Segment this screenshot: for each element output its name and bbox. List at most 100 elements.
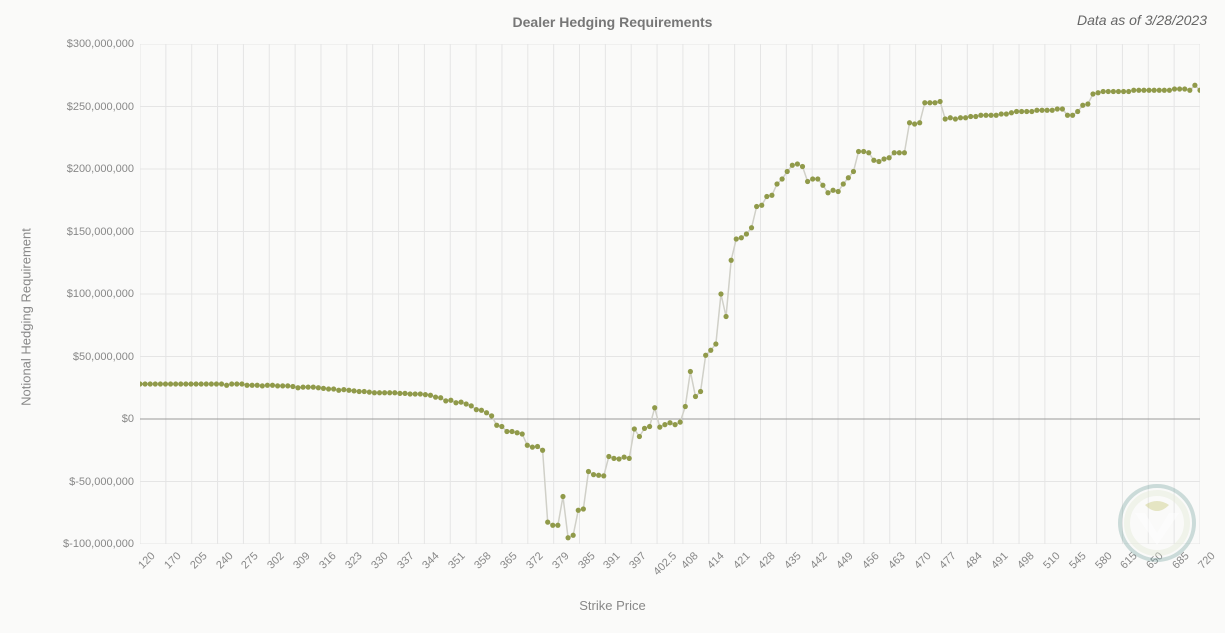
data-point bbox=[413, 391, 418, 396]
data-point bbox=[571, 533, 576, 538]
data-point bbox=[316, 385, 321, 390]
data-point bbox=[1187, 88, 1192, 93]
gridlines bbox=[140, 44, 1200, 544]
y-tick-label: $-50,000,000 bbox=[69, 476, 134, 488]
data-point bbox=[815, 176, 820, 181]
data-point bbox=[489, 413, 494, 418]
data-point bbox=[550, 523, 555, 528]
data-point bbox=[596, 473, 601, 478]
data-point bbox=[1141, 88, 1146, 93]
x-tick-label: 580 bbox=[1093, 550, 1114, 571]
data-point bbox=[825, 190, 830, 195]
data-point bbox=[785, 169, 790, 174]
x-tick-label: 309 bbox=[291, 550, 312, 571]
data-point bbox=[351, 388, 356, 393]
x-tick-label: 498 bbox=[1015, 550, 1036, 571]
data-point bbox=[357, 389, 362, 394]
data-point bbox=[372, 390, 377, 395]
data-point bbox=[448, 398, 453, 403]
data-point bbox=[142, 381, 147, 386]
data-point bbox=[214, 381, 219, 386]
data-point bbox=[958, 115, 963, 120]
data-point bbox=[642, 426, 647, 431]
data-point bbox=[917, 120, 922, 125]
data-points bbox=[140, 83, 1200, 541]
data-point bbox=[204, 381, 209, 386]
chart-container: Dealer Hedging Requirements Data as of 3… bbox=[0, 0, 1225, 633]
x-tick-label: 351 bbox=[446, 550, 467, 571]
data-point bbox=[927, 100, 932, 105]
data-point bbox=[250, 383, 255, 388]
data-point bbox=[265, 383, 270, 388]
data-point bbox=[1045, 108, 1050, 113]
y-tick-label: $250,000,000 bbox=[67, 101, 134, 113]
data-point bbox=[443, 398, 448, 403]
x-tick-label: 337 bbox=[395, 550, 416, 571]
data-point bbox=[637, 434, 642, 439]
data-point bbox=[290, 384, 295, 389]
data-point bbox=[377, 390, 382, 395]
y-axis-label: Notional Hedging Requirement bbox=[18, 228, 33, 406]
data-point bbox=[1177, 86, 1182, 91]
x-tick-label: 477 bbox=[938, 550, 959, 571]
data-point bbox=[1055, 106, 1060, 111]
data-point bbox=[667, 420, 672, 425]
x-tick-label: 205 bbox=[188, 550, 209, 571]
data-point bbox=[260, 383, 265, 388]
data-point bbox=[800, 164, 805, 169]
data-point bbox=[1116, 89, 1121, 94]
data-point bbox=[688, 369, 693, 374]
data-point bbox=[754, 204, 759, 209]
data-point bbox=[321, 386, 326, 391]
x-tick-label: 442 bbox=[808, 550, 829, 571]
x-axis-label: Strike Price bbox=[0, 598, 1225, 613]
series-line bbox=[140, 85, 1200, 538]
data-point bbox=[968, 114, 973, 119]
x-tick-label: 720 bbox=[1196, 550, 1217, 571]
plot-area: $-100,000,000$-50,000,000$0$50,000,000$1… bbox=[140, 44, 1200, 544]
data-point bbox=[178, 381, 183, 386]
data-point bbox=[851, 169, 856, 174]
data-point bbox=[1019, 109, 1024, 114]
data-point bbox=[423, 392, 428, 397]
data-point bbox=[611, 456, 616, 461]
data-point bbox=[1029, 109, 1034, 114]
data-point bbox=[1192, 83, 1197, 88]
data-point bbox=[948, 115, 953, 120]
y-tick-label: $100,000,000 bbox=[67, 288, 134, 300]
data-point bbox=[1009, 110, 1014, 115]
data-point bbox=[224, 383, 229, 388]
data-point bbox=[601, 473, 606, 478]
data-point bbox=[937, 99, 942, 104]
x-tick-label: 414 bbox=[705, 550, 726, 571]
data-point bbox=[555, 523, 560, 528]
data-point bbox=[978, 113, 983, 118]
data-point bbox=[999, 111, 1004, 116]
x-tick-label: 463 bbox=[886, 550, 907, 571]
y-tick-label: $200,000,000 bbox=[67, 163, 134, 175]
data-point bbox=[830, 188, 835, 193]
x-tick-label: 372 bbox=[524, 550, 545, 571]
data-point bbox=[163, 381, 168, 386]
data-point bbox=[183, 381, 188, 386]
data-point bbox=[306, 385, 311, 390]
data-point bbox=[234, 381, 239, 386]
data-point bbox=[606, 454, 611, 459]
data-point bbox=[718, 291, 723, 296]
data-point bbox=[734, 236, 739, 241]
data-point bbox=[836, 189, 841, 194]
data-point bbox=[453, 400, 458, 405]
data-point bbox=[469, 403, 474, 408]
data-point bbox=[1070, 113, 1075, 118]
data-point bbox=[458, 400, 463, 405]
data-point bbox=[1131, 88, 1136, 93]
data-point bbox=[560, 494, 565, 499]
data-point bbox=[336, 388, 341, 393]
data-point bbox=[1085, 101, 1090, 106]
data-point bbox=[922, 100, 927, 105]
data-point bbox=[295, 385, 300, 390]
data-point bbox=[520, 431, 525, 436]
data-point bbox=[713, 341, 718, 346]
chart-title: Dealer Hedging Requirements bbox=[0, 14, 1225, 30]
data-point bbox=[994, 113, 999, 118]
